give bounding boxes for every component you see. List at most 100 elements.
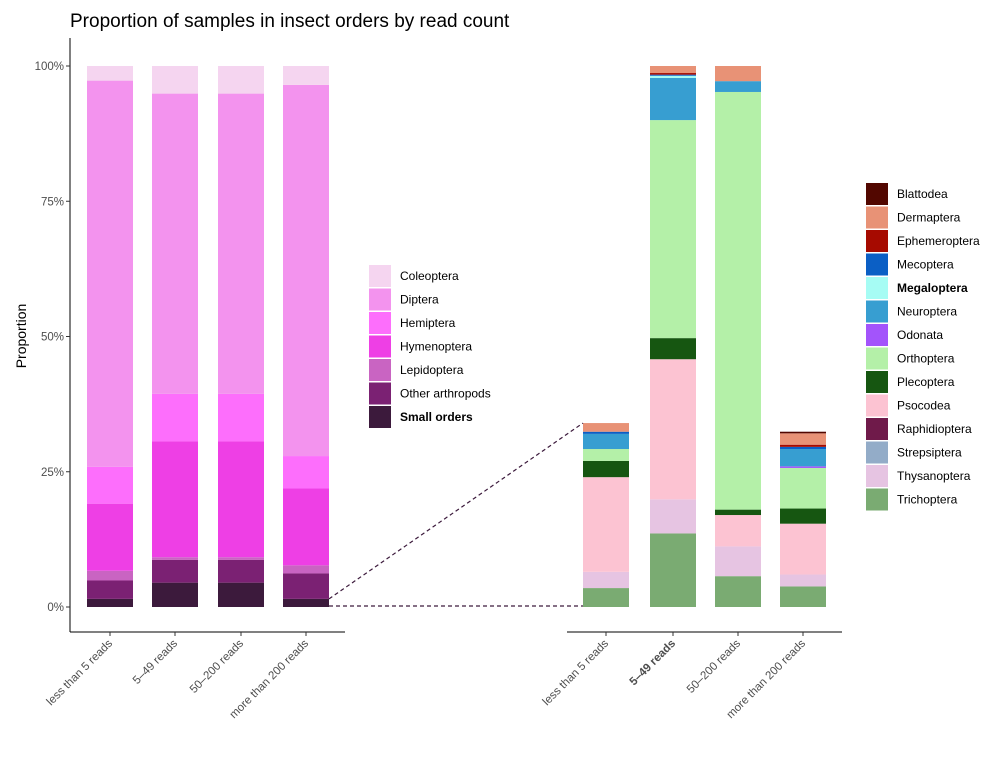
right-bar-orthoptera-2 xyxy=(650,120,696,339)
left-legend-key-other-arthropods xyxy=(369,382,391,405)
right-legend-key-orthoptera xyxy=(866,347,888,370)
right-bar-neuroptera-2 xyxy=(650,77,696,121)
right-bar-ephemeroptera-2 xyxy=(650,73,696,75)
left-bar-coleoptera-3 xyxy=(218,66,264,94)
right-bar-dermaptera-2 xyxy=(650,66,696,74)
right-legend-label-mecoptera: Mecoptera xyxy=(897,258,954,272)
right-bar-mecoptera-2 xyxy=(650,74,696,76)
right-legend-key-trichoptera xyxy=(866,488,888,511)
left-legend-label-coleoptera: Coleoptera xyxy=(400,269,459,283)
right-bar-orthoptera-1 xyxy=(583,449,629,461)
left-bar-other-arthropods-1 xyxy=(87,580,133,599)
right-bar-trichoptera-4 xyxy=(780,586,826,607)
right-legend-key-megaloptera xyxy=(866,277,888,299)
left-legend-key-hymenoptera xyxy=(369,335,391,358)
left-bar-hymenoptera-3 xyxy=(218,441,264,558)
right-legend-label-orthoptera: Orthoptera xyxy=(897,352,955,366)
right-bar-thysanoptera-3 xyxy=(715,546,761,577)
right-bar-thysanoptera-2 xyxy=(650,499,696,534)
left-bar-hemiptera-4 xyxy=(283,456,329,489)
right-legend-key-strepsiptera xyxy=(866,441,888,464)
right-legend-label-strepsiptera: Strepsiptera xyxy=(897,446,962,460)
right-legend: Blattodea Dermaptera Ephemeroptera Mecopter… xyxy=(866,183,980,511)
right-legend-label-thysanoptera: Thysanoptera xyxy=(897,469,971,483)
left-bar-diptera-2 xyxy=(152,93,198,394)
right-x-tick-label: 50–200 reads xyxy=(685,637,743,695)
left-bar-diptera-3 xyxy=(218,93,264,394)
right-bar-psocodea-3 xyxy=(715,515,761,547)
right-x-tick-label: less than 5 reads xyxy=(541,637,612,708)
right-legend-label-neuroptera: Neuroptera xyxy=(897,305,957,319)
left-y-tick-label: 100% xyxy=(35,61,64,73)
right-legend-label-ephemeroptera: Ephemeroptera xyxy=(897,234,980,248)
right-bar-blattodea-4 xyxy=(780,431,826,434)
right-legend-label-psocodea: Psocodea xyxy=(897,399,951,413)
right-bar-plecoptera-3 xyxy=(715,509,761,516)
right-bar-plecoptera-1 xyxy=(583,460,629,478)
left-bar-hemiptera-1 xyxy=(87,466,133,504)
left-x-tick-label: less than 5 reads xyxy=(45,637,116,708)
right-bar-dermaptera-4 xyxy=(780,433,826,445)
left-legend-label-hemiptera: Hemiptera xyxy=(400,316,456,330)
left-legend-key-hemiptera xyxy=(369,312,391,334)
right-legend-key-thysanoptera xyxy=(866,465,888,487)
right-bar-orthoptera-3 xyxy=(715,91,761,510)
left-bar-small-orders-4 xyxy=(283,598,329,607)
left-legend-key-diptera xyxy=(369,288,391,311)
left-y-tick-label: 0% xyxy=(47,602,64,614)
left-bar-hymenoptera-2 xyxy=(152,441,198,558)
right-x-tick-label: 5–49 reads xyxy=(628,638,679,689)
right-legend-label-blattodea: Blattodea xyxy=(897,187,948,201)
left-y-tick-label: 50% xyxy=(41,332,64,344)
right-bar-psocodea-4 xyxy=(780,523,826,575)
left-bar-coleoptera-2 xyxy=(152,66,198,94)
right-bar-thysanoptera-4 xyxy=(780,574,826,587)
zoom-connector xyxy=(328,422,584,607)
left-x-tick-label: 5–49 reads xyxy=(131,637,180,686)
right-bar-dermaptera-3 xyxy=(715,66,761,82)
chart-title: Proportion of samples in insect orders b… xyxy=(70,11,510,32)
right-panel: less than 5 reads 5–49 reads 50–200 readsm… xyxy=(541,66,842,721)
right-legend-key-neuroptera xyxy=(866,300,888,323)
right-legend-label-trichoptera: Trichoptera xyxy=(897,493,958,507)
left-legend-key-coleoptera xyxy=(369,265,391,287)
right-bar-dermaptera-1 xyxy=(583,423,629,432)
right-bar-trichoptera-1 xyxy=(583,588,629,607)
right-bar-ephemeroptera-4 xyxy=(780,444,826,447)
right-legend-label-megaloptera: Megaloptera xyxy=(897,281,968,295)
right-bar-neuroptera-1 xyxy=(583,433,629,450)
right-legend-label-odonata: Odonata xyxy=(897,328,943,342)
right-bar-trichoptera-3 xyxy=(715,576,761,607)
left-legend-label-other-arthropods: Other arthropods xyxy=(400,387,491,401)
left-bar-hemiptera-2 xyxy=(152,393,198,442)
left-bar-coleoptera-1 xyxy=(87,66,133,81)
right-legend-label-dermaptera: Dermaptera xyxy=(897,211,961,225)
right-bar-plecoptera-4 xyxy=(780,508,826,524)
left-x-tick-label: 50–200 reads xyxy=(188,637,246,695)
left-legend-key-lepidoptera xyxy=(369,359,391,381)
left-legend: Coleoptera Diptera Hemiptera Hymenoptera Lep… xyxy=(369,265,491,428)
left-bar-coleoptera-4 xyxy=(283,66,329,85)
left-legend-key-small-orders xyxy=(369,406,391,428)
right-legend-key-psocodea xyxy=(866,394,888,417)
left-bar-hymenoptera-4 xyxy=(283,488,329,566)
right-bar-psocodea-1 xyxy=(583,477,629,572)
left-y-tick-label: 75% xyxy=(41,196,64,208)
right-legend-key-odonata xyxy=(866,324,888,346)
left-bar-small-orders-2 xyxy=(152,582,198,607)
left-bar-diptera-4 xyxy=(283,84,329,457)
left-bar-other-arthropods-4 xyxy=(283,573,329,599)
right-bar-thysanoptera-1 xyxy=(583,571,629,589)
right-legend-key-blattodea xyxy=(866,183,888,205)
right-legend-key-plecoptera xyxy=(866,371,888,393)
right-bar-mecoptera-1 xyxy=(583,431,629,434)
left-bar-small-orders-1 xyxy=(87,598,133,607)
right-bar-plecoptera-2 xyxy=(650,338,696,360)
right-legend-label-plecoptera: Plecoptera xyxy=(897,375,955,389)
left-bar-diptera-1 xyxy=(87,80,133,467)
left-bar-lepidoptera-4 xyxy=(283,565,329,574)
right-legend-key-dermaptera xyxy=(866,206,888,229)
right-bar-orthoptera-4 xyxy=(780,467,826,509)
left-bar-other-arthropods-3 xyxy=(218,559,264,583)
